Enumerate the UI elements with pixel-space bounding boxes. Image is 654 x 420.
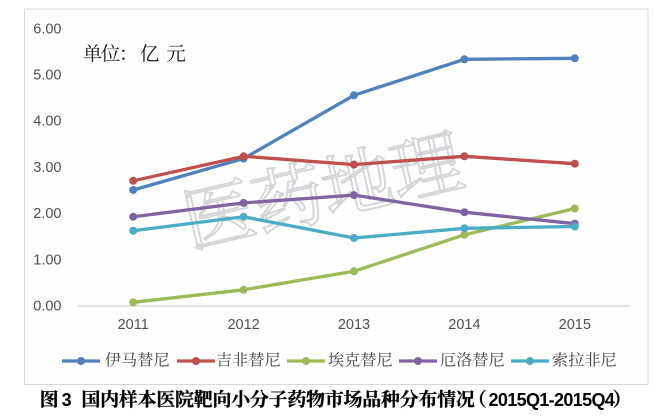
svg-text:4.00: 4.00: [33, 114, 61, 130]
svg-text:1.00: 1.00: [33, 252, 61, 268]
svg-text:5.00: 5.00: [33, 68, 61, 84]
svg-text:0.00: 0.00: [33, 299, 61, 315]
svg-text:2015Q1-2015Q4: 2015Q1-2015Q4: [489, 390, 615, 410]
svg-text:2012: 2012: [227, 317, 259, 333]
svg-text:2015: 2015: [559, 317, 591, 333]
svg-text:2014: 2014: [448, 317, 480, 333]
svg-text:2013: 2013: [338, 317, 370, 333]
svg-text:2011: 2011: [118, 317, 149, 333]
svg-text:3.00: 3.00: [33, 160, 61, 176]
svg-text:3: 3: [62, 390, 72, 410]
svg-text:2.00: 2.00: [33, 206, 61, 222]
svg-text:6.00: 6.00: [33, 21, 61, 37]
